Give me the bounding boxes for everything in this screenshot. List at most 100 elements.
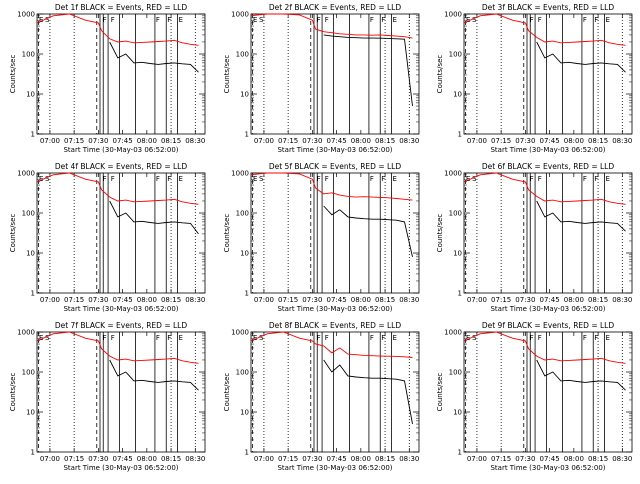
event-label-E: E bbox=[39, 334, 43, 342]
series-events-line bbox=[109, 359, 199, 391]
y-axis-label: Counts/sec bbox=[436, 55, 444, 94]
y-tick-label: 1000 bbox=[17, 329, 35, 337]
x-tick-label: 07:30 bbox=[88, 137, 108, 145]
panel-det-9: Det 9f BLACK = Events, RED = LLD 1 10 100 10… bbox=[436, 321, 632, 472]
y-tick-label: 10 bbox=[26, 409, 35, 417]
y-tick-label: 1 bbox=[458, 290, 462, 298]
x-tick-label: 07:30 bbox=[515, 455, 535, 463]
event-label-F: F bbox=[103, 175, 107, 183]
x-tick-label: 08:00 bbox=[137, 296, 157, 304]
event-label-E: E bbox=[466, 175, 470, 183]
chart-title: Det 2f BLACK = Events, RED = LLD bbox=[269, 3, 402, 12]
series-events-line bbox=[536, 41, 626, 73]
event-label-E: E bbox=[393, 334, 397, 342]
x-tick-label: 07:45 bbox=[113, 137, 133, 145]
x-tick-label: 08:15 bbox=[161, 296, 181, 304]
y-axis-label: Counts/sec bbox=[9, 55, 17, 94]
y-tick-label: 1000 bbox=[444, 11, 462, 19]
chart-title: Det 9f BLACK = Events, RED = LLD bbox=[482, 321, 615, 330]
x-tick-label: 07:30 bbox=[88, 296, 108, 304]
plot-frame bbox=[463, 172, 633, 294]
series-events-line bbox=[109, 41, 199, 73]
event-label-E: E bbox=[393, 16, 397, 24]
x-tick-label: 07:00 bbox=[254, 296, 274, 304]
x-tick-label: 07:45 bbox=[540, 296, 560, 304]
event-label-F: F bbox=[156, 16, 160, 24]
event-label-F: F bbox=[111, 334, 115, 342]
x-tick-label: 08:15 bbox=[588, 137, 608, 145]
x-tick-label: 07:00 bbox=[467, 455, 487, 463]
x-tick-label: 07:00 bbox=[467, 137, 487, 145]
x-tick-label: 08:00 bbox=[351, 296, 371, 304]
event-label-S: S bbox=[45, 334, 50, 342]
event-label-F: F bbox=[167, 16, 171, 24]
x-tick-label: 07:30 bbox=[515, 137, 535, 145]
y-tick-label: 100 bbox=[449, 369, 462, 377]
x-tick-label: 08:15 bbox=[588, 296, 608, 304]
series-events-line bbox=[536, 200, 626, 232]
y-tick-label: 1 bbox=[245, 131, 249, 139]
series-lld-line bbox=[250, 13, 413, 39]
x-axis-label: Start Time (30-May-03 06:52:00) bbox=[277, 146, 392, 154]
event-label-F: F bbox=[594, 16, 598, 24]
plot-frame bbox=[463, 331, 633, 453]
event-label-F: F bbox=[583, 175, 587, 183]
y-axis-label: Counts/sec bbox=[223, 55, 231, 94]
x-tick-label: 08:15 bbox=[375, 455, 395, 463]
event-label-E: E bbox=[179, 16, 183, 24]
panel-det-5: Det 5f BLACK = Events, RED = LLD 1 10 100 10… bbox=[223, 162, 419, 313]
event-label-E: E bbox=[606, 175, 610, 183]
y-axis-label: Counts/sec bbox=[436, 214, 444, 253]
x-tick-label: 07:15 bbox=[278, 296, 298, 304]
x-tick-label: 07:30 bbox=[515, 296, 535, 304]
x-tick-label: 07:30 bbox=[302, 455, 322, 463]
panel-det-7: Det 7f BLACK = Events, RED = LLD 1 10 100 10… bbox=[9, 321, 205, 472]
series-lld-line bbox=[463, 172, 626, 205]
x-tick-label: 07:15 bbox=[64, 137, 84, 145]
plot-frame bbox=[250, 331, 420, 453]
event-label-F: F bbox=[538, 175, 542, 183]
x-tick-label: 08:30 bbox=[185, 296, 205, 304]
event-label-F: F bbox=[325, 175, 329, 183]
event-label-F: F bbox=[381, 175, 385, 183]
y-tick-label: 1 bbox=[31, 131, 35, 139]
x-tick-label: 08:00 bbox=[351, 455, 371, 463]
event-label-F: F bbox=[317, 334, 321, 342]
y-tick-label: 100 bbox=[236, 210, 249, 218]
x-axis-label: Start Time (30-May-03 06:52:00) bbox=[63, 305, 178, 313]
event-label-F: F bbox=[538, 16, 542, 24]
x-tick-label: 07:15 bbox=[278, 137, 298, 145]
x-tick-label: 07:45 bbox=[113, 296, 133, 304]
y-axis-label: Counts/sec bbox=[9, 373, 17, 412]
x-tick-label: 08:15 bbox=[375, 296, 395, 304]
plot-frame bbox=[36, 331, 206, 453]
chart-title: Det 8f BLACK = Events, RED = LLD bbox=[269, 321, 402, 330]
y-tick-label: 1 bbox=[31, 290, 35, 298]
x-tick-label: 07:45 bbox=[327, 455, 347, 463]
chart-title: Det 3f BLACK = Events, RED = LLD bbox=[482, 3, 615, 12]
x-axis-label: Start Time (30-May-03 06:52:00) bbox=[490, 146, 605, 154]
x-tick-label: 07:15 bbox=[491, 296, 511, 304]
y-axis-label: Counts/sec bbox=[223, 214, 231, 253]
panel-det-2: Det 2f BLACK = Events, RED = LLD 1 10 100 10… bbox=[223, 3, 419, 154]
event-label-F: F bbox=[156, 334, 160, 342]
y-tick-label: 100 bbox=[449, 210, 462, 218]
y-tick-label: 1 bbox=[245, 290, 249, 298]
event-label-E: E bbox=[606, 16, 610, 24]
x-tick-label: 07:30 bbox=[302, 296, 322, 304]
event-label-E: E bbox=[39, 175, 43, 183]
y-axis-label: Counts/sec bbox=[223, 373, 231, 412]
plot-frame bbox=[36, 172, 206, 294]
y-tick-label: 1000 bbox=[231, 11, 249, 19]
event-label-F: F bbox=[167, 175, 171, 183]
x-tick-label: 07:00 bbox=[254, 137, 274, 145]
series-lld-line bbox=[250, 331, 413, 358]
event-label-F: F bbox=[538, 334, 542, 342]
y-tick-label: 10 bbox=[453, 409, 462, 417]
event-label-F: F bbox=[530, 334, 534, 342]
event-label-F: F bbox=[156, 175, 160, 183]
event-label-E: E bbox=[466, 334, 470, 342]
event-label-F: F bbox=[381, 16, 385, 24]
